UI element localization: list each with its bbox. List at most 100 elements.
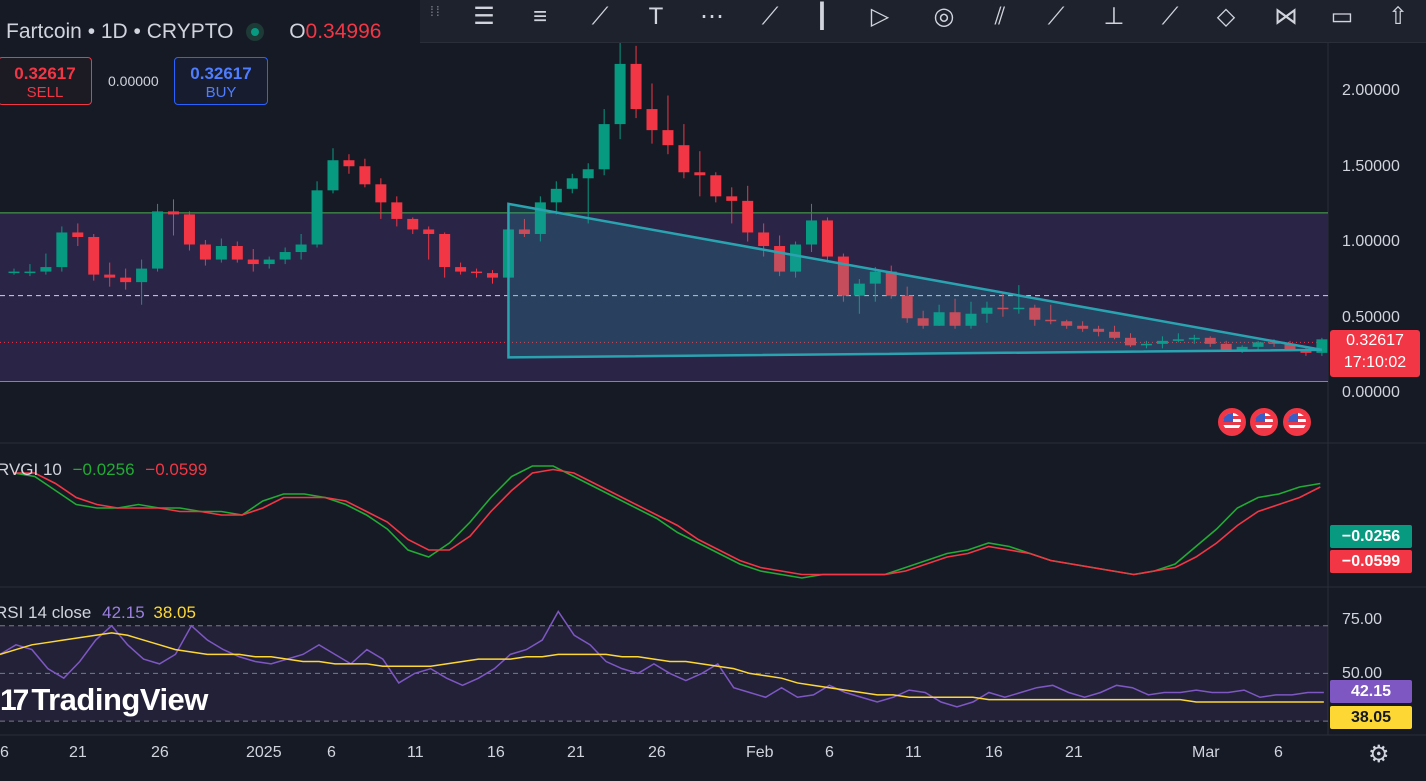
rsi-ma-tag: 38.05 [1330,706,1412,729]
tradingview-logo[interactable]: 17 TradingView [0,682,208,718]
open-label: O [289,20,306,43]
candle-body [1045,319,1057,322]
balloon-icon[interactable]: ▭ [1330,3,1354,30]
candle-body [263,259,275,265]
trend-line-icon[interactable]: ⟋ [591,3,609,30]
text-icon[interactable]: T [648,3,664,30]
candle-body [120,277,132,283]
drawing-toolbar: ⁞⁞ ☰ ≡ ⟋ T ⋯ ⟋ ┃ ▷ ◎ ⫽ ⟋ ⊥ ⟋ ◇ ⋈ ▭ ⇧ [420,0,1426,43]
symbol-legend[interactable]: Fartcoin • 1D • CRYPTO O0.34996 [6,20,381,44]
rsi-value-tag: 42.15 [1330,680,1412,703]
symbol-title[interactable]: Fartcoin • 1D • CRYPTO [6,20,234,43]
time-axis-label: 2025 [246,744,282,761]
rsi-name: RSI 14 close [0,603,92,622]
candle-body [1220,343,1232,350]
candle-body [56,232,68,268]
price-tick: 1.00000 [1342,233,1400,250]
price-tick: 1.50000 [1342,158,1400,175]
buy-label: BUY [205,84,237,101]
price-tick: 0.50000 [1342,309,1400,326]
candle-body [8,271,20,274]
candle-body [88,236,100,275]
candle-body [774,246,786,272]
candle-body [1204,337,1216,344]
candle-body [359,166,371,185]
candle-body [853,283,865,296]
candle-body [1109,331,1121,338]
candle-body [72,232,84,237]
sell-button[interactable]: 0.32617 SELL [0,57,92,105]
rsi-ma-value: 38.05 [153,603,196,622]
rvgi-name: RVGI 10 [0,460,62,479]
time-axis-label: 11 [905,744,922,761]
projection-icon[interactable]: ▷ [870,3,890,30]
candle-body [1316,339,1328,353]
sell-price: 0.32617 [14,64,76,83]
candle-body [1029,307,1041,320]
rsi-legend[interactable]: RSI 14 close 42.15 38.05 [0,603,196,623]
rvgi-pane [13,465,1321,579]
candle-body [758,232,770,247]
time-axis-label: 11 [407,744,424,761]
time-axis-label: 26 [151,744,169,761]
candle-body [1077,325,1089,329]
candle-body [1013,307,1025,310]
time-axis-label: 26 [648,744,666,761]
candle-body [1156,340,1168,344]
candles-icon[interactable]: ┃ [814,3,830,30]
candle-body [1188,337,1200,340]
anchor-icon[interactable]: ⊥ [1103,3,1125,30]
toolbar-grip-icon[interactable]: ⁞⁞ [430,3,442,19]
candle-body [423,229,435,234]
time-axis-label: 6 [327,744,336,761]
us-flag-event-icon[interactable] [1283,408,1311,436]
time-axis-label: 6 [825,744,834,761]
path-icon[interactable]: ⟋ [1047,3,1065,30]
candle-body [104,274,116,278]
candle-body [136,268,148,283]
pattern-icon[interactable]: ◇ [1216,3,1236,30]
candle-body [1140,343,1152,346]
rsi-line [0,610,1324,708]
time-axis-label: 6 [1274,744,1283,761]
time-axis-label: 21 [567,744,585,761]
xabcd-icon[interactable]: ⋈ [1274,3,1298,30]
candle-body [199,244,211,260]
price-tick: 0.00000 [1342,384,1400,401]
candle-body [821,220,833,257]
circle-target-icon[interactable]: ◎ [933,3,955,30]
candle-body [1236,346,1248,350]
rsi-level-tick: 75.00 [1342,611,1383,628]
candle-body [407,218,419,230]
candle-body [710,175,722,197]
candle-body [40,267,52,272]
candle-body [917,318,929,326]
candle-body [439,233,451,268]
candle-body [662,130,674,146]
parallel-lines-icon[interactable]: ≡ [532,3,547,30]
us-flag-event-icon[interactable] [1218,408,1246,436]
candle-body [885,271,897,296]
tree-tool-icon[interactable]: ☰ [473,3,495,30]
candle-body [1300,349,1312,353]
candlestick-series [8,42,1344,356]
candle-body [231,246,243,260]
line-icon[interactable]: ⟋ [1161,3,1179,30]
candle-body [630,63,642,110]
settings-gear-icon[interactable]: ⚙ [1368,741,1390,768]
bar-countdown: 17:10:02 [1343,354,1407,371]
candle-body [598,124,610,170]
fib-icon[interactable]: ⋯ [700,3,724,30]
us-flag-event-icon[interactable] [1250,408,1278,436]
buy-button[interactable]: 0.32617 BUY [174,57,268,105]
candle-body [550,188,562,203]
ray-icon[interactable]: ⟋ [761,3,779,30]
channel-icon[interactable]: ⫽ [994,3,1006,30]
rvgi-legend[interactable]: RVGI 10 −0.0256 −0.0599 [0,460,207,480]
candle-body [726,196,738,201]
arrow-up-icon[interactable]: ⇧ [1387,3,1409,30]
candle-body [742,200,754,233]
candle-body [869,271,881,284]
